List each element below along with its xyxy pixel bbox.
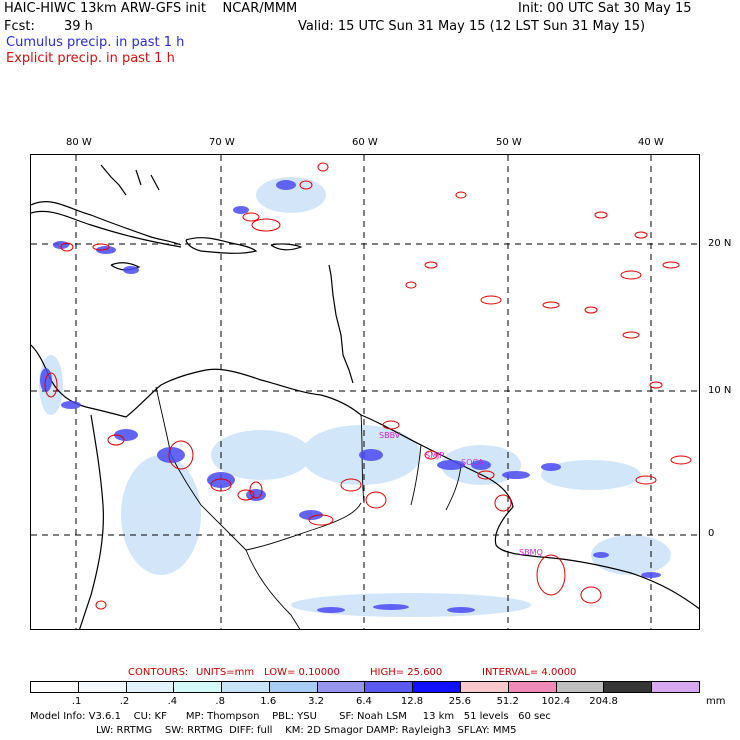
- forecast-label: Fcst:: [4, 19, 35, 34]
- colorbar-tick-label: 3.2: [308, 696, 325, 707]
- explicit-legend: Explicit precip. in past 1 h: [6, 51, 175, 66]
- lat-label-20n: 20 N: [708, 238, 732, 249]
- forecast-hour: 39 h: [64, 19, 93, 34]
- explicit-precip-contours: [44, 162, 692, 610]
- colorbar-swatch: [221, 682, 269, 692]
- contour-low: LOW= 0.10000: [264, 667, 340, 678]
- station-labels: SBBV SMJP SOCA SBMQ: [379, 431, 543, 557]
- colorbar-swatch: [603, 682, 652, 692]
- station-label-sbbv: SBBV: [379, 431, 401, 440]
- colorbar-tick-label: 51.2: [496, 696, 519, 707]
- precip-colorbar: [30, 681, 700, 693]
- light-precip-shading: [39, 177, 671, 617]
- model-info-line1: Model Info: V3.6.1 CU: KF MP: Thompson P…: [30, 711, 551, 722]
- colorbar-swatch: [268, 682, 317, 692]
- colorbar-tick-label: 25.6: [448, 696, 471, 707]
- colorbar-swatch: [77, 682, 126, 692]
- lat-label-0: 0: [708, 528, 715, 539]
- precipitation-map: SBBV SMJP SOCA SBMQ: [30, 154, 700, 630]
- colorbar-swatch: [364, 682, 413, 692]
- station-label-sbmq: SBMQ: [519, 548, 543, 557]
- lon-label-60w: 60 W: [352, 137, 378, 148]
- lat-label-10n: 10 N: [708, 385, 732, 396]
- colorbar-tick-label: .8: [215, 696, 225, 707]
- colorbar-tick-label: .4: [167, 696, 178, 707]
- colorbar-tick-label: 204.8: [589, 696, 618, 707]
- colorbar-swatch: [31, 682, 78, 692]
- lon-label-70w: 70 W: [209, 137, 235, 148]
- contour-interval: INTERVAL= 4.0000: [482, 667, 577, 678]
- colorbar-swatch: [507, 682, 556, 692]
- lon-label-80w: 80 W: [66, 137, 92, 148]
- model-info-line2: LW: RRTMG SW: RRTMG DIFF: full KM: 2D Sm…: [96, 725, 517, 736]
- colorbar-tick-label: 12.8: [400, 696, 424, 707]
- station-label-soca: SOCA: [461, 458, 484, 467]
- valid-time: Valid: 15 UTC Sun 31 May 15 (12 LST Sun …: [298, 19, 646, 34]
- cumulus-precip-blobs: [40, 180, 661, 613]
- colorbar-swatch: [651, 682, 699, 692]
- colorbar-tick-label: .1: [71, 696, 82, 707]
- colorbar-swatch: [412, 682, 461, 692]
- contour-high: HIGH= 25.600: [370, 667, 443, 678]
- colorbar-unit: mm: [706, 696, 726, 707]
- init-time: Init: 00 UTC Sat 30 May 15: [518, 1, 692, 16]
- colorbar-swatch: [555, 682, 604, 692]
- colorbar-tick-label: .2: [119, 696, 130, 707]
- cumulus-legend: Cumulus precip. in past 1 h: [6, 35, 185, 50]
- colorbar-tick-label: 102.4: [541, 696, 571, 707]
- colorbar-tick-label: 6.4: [356, 696, 372, 707]
- lon-label-50w: 50 W: [496, 137, 522, 148]
- colorbar-swatch: [460, 682, 508, 692]
- colorbar-swatch: [316, 682, 365, 692]
- colorbar-tick-label: 1.6: [260, 696, 277, 707]
- title-line: HAIC-HIWC 13km ARW-GFS init NCAR/MMM: [4, 1, 298, 16]
- map-svg: SBBV SMJP SOCA SBMQ: [31, 155, 699, 629]
- contour-units: UNITS=mm: [196, 667, 255, 678]
- colorbar-swatch: [173, 682, 222, 692]
- colorbar-swatch: [125, 682, 174, 692]
- station-label-smjp: SMJP: [425, 451, 444, 460]
- contours-label: CONTOURS:: [128, 667, 189, 678]
- lon-label-40w: 40 W: [638, 137, 664, 148]
